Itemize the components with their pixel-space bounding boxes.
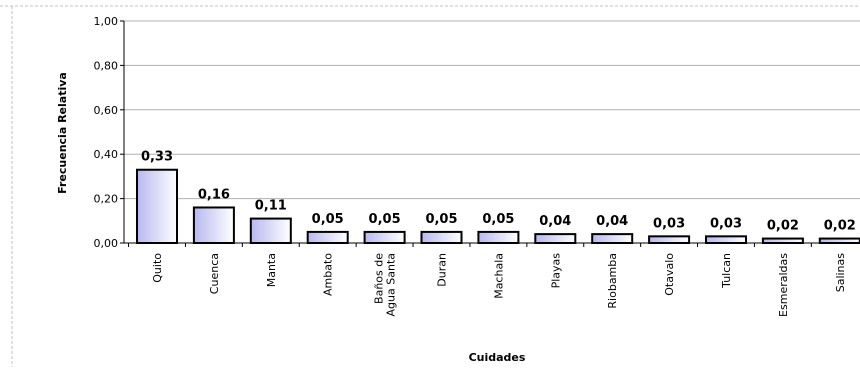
bar <box>137 170 177 243</box>
bar <box>251 219 291 243</box>
category-label-text: Duran <box>436 253 449 287</box>
category-label-text: Tulcan <box>720 253 733 289</box>
data-label: 0,05 <box>369 212 401 227</box>
data-label: 0,05 <box>312 212 344 227</box>
data-label: 0,02 <box>824 219 856 234</box>
bar <box>478 232 518 243</box>
data-label: 0,02 <box>767 219 799 234</box>
x-axis-title: Cuidades <box>469 351 526 364</box>
category-label: Machala <box>492 253 505 299</box>
category-label-text: Machala <box>492 253 505 299</box>
bar <box>820 239 860 243</box>
bar <box>422 232 462 243</box>
bar <box>592 234 632 243</box>
data-label: 0,03 <box>653 216 685 231</box>
bar <box>763 239 803 243</box>
data-label: 0,16 <box>198 187 230 202</box>
category-label-text: Agua Santa <box>385 253 398 316</box>
category-label: Salinas <box>834 253 847 293</box>
bar-layer <box>137 170 860 243</box>
category-label-text: Salinas <box>834 253 847 293</box>
data-label: 0,03 <box>710 216 742 231</box>
category-label: Playas <box>549 253 562 289</box>
category-label-text: Playas <box>549 253 562 289</box>
grid-layer <box>124 21 860 199</box>
category-label: Otavalo <box>663 253 676 296</box>
data-label: 0,05 <box>425 212 457 227</box>
data-label: 0,05 <box>482 212 514 227</box>
y-tick-label: 0,40 <box>94 148 119 161</box>
category-label-text: Otavalo <box>663 253 676 296</box>
y-axis-title: Frecuencia Relativa <box>56 72 69 194</box>
category-label: Tulcan <box>720 253 733 289</box>
category-label-text: Riobamba <box>606 253 619 309</box>
y-tick-label: 0,60 <box>94 104 119 117</box>
bar <box>308 232 348 243</box>
data-label: 0,33 <box>141 150 173 165</box>
data-label: 0,04 <box>596 214 628 229</box>
bar <box>194 207 234 243</box>
y-tick-label: 0,00 <box>94 237 119 250</box>
bar <box>365 232 405 243</box>
category-label-text: Esmeraldas <box>777 253 790 317</box>
y-tick-label: 1,00 <box>94 15 119 28</box>
category-label: Duran <box>436 253 449 287</box>
category-label: Riobamba <box>606 253 619 309</box>
category-label-text: Cuenca <box>208 253 221 294</box>
category-label-text: Quito <box>151 253 164 283</box>
y-tick-label: 0,20 <box>94 193 119 206</box>
y-tick-label: 0,80 <box>94 59 119 72</box>
category-label: Quito <box>151 253 164 283</box>
category-label: Manta <box>265 253 278 287</box>
bar <box>706 236 746 243</box>
data-label: 0,11 <box>255 199 287 214</box>
category-label: Esmeraldas <box>777 253 790 317</box>
bar <box>649 236 689 243</box>
category-label-text: Manta <box>265 253 278 287</box>
category-label: Ambato <box>322 253 335 296</box>
category-label-text: Ambato <box>322 253 335 296</box>
category-label: Cuenca <box>208 253 221 294</box>
bar <box>535 234 575 243</box>
data-label: 0,04 <box>539 214 571 229</box>
